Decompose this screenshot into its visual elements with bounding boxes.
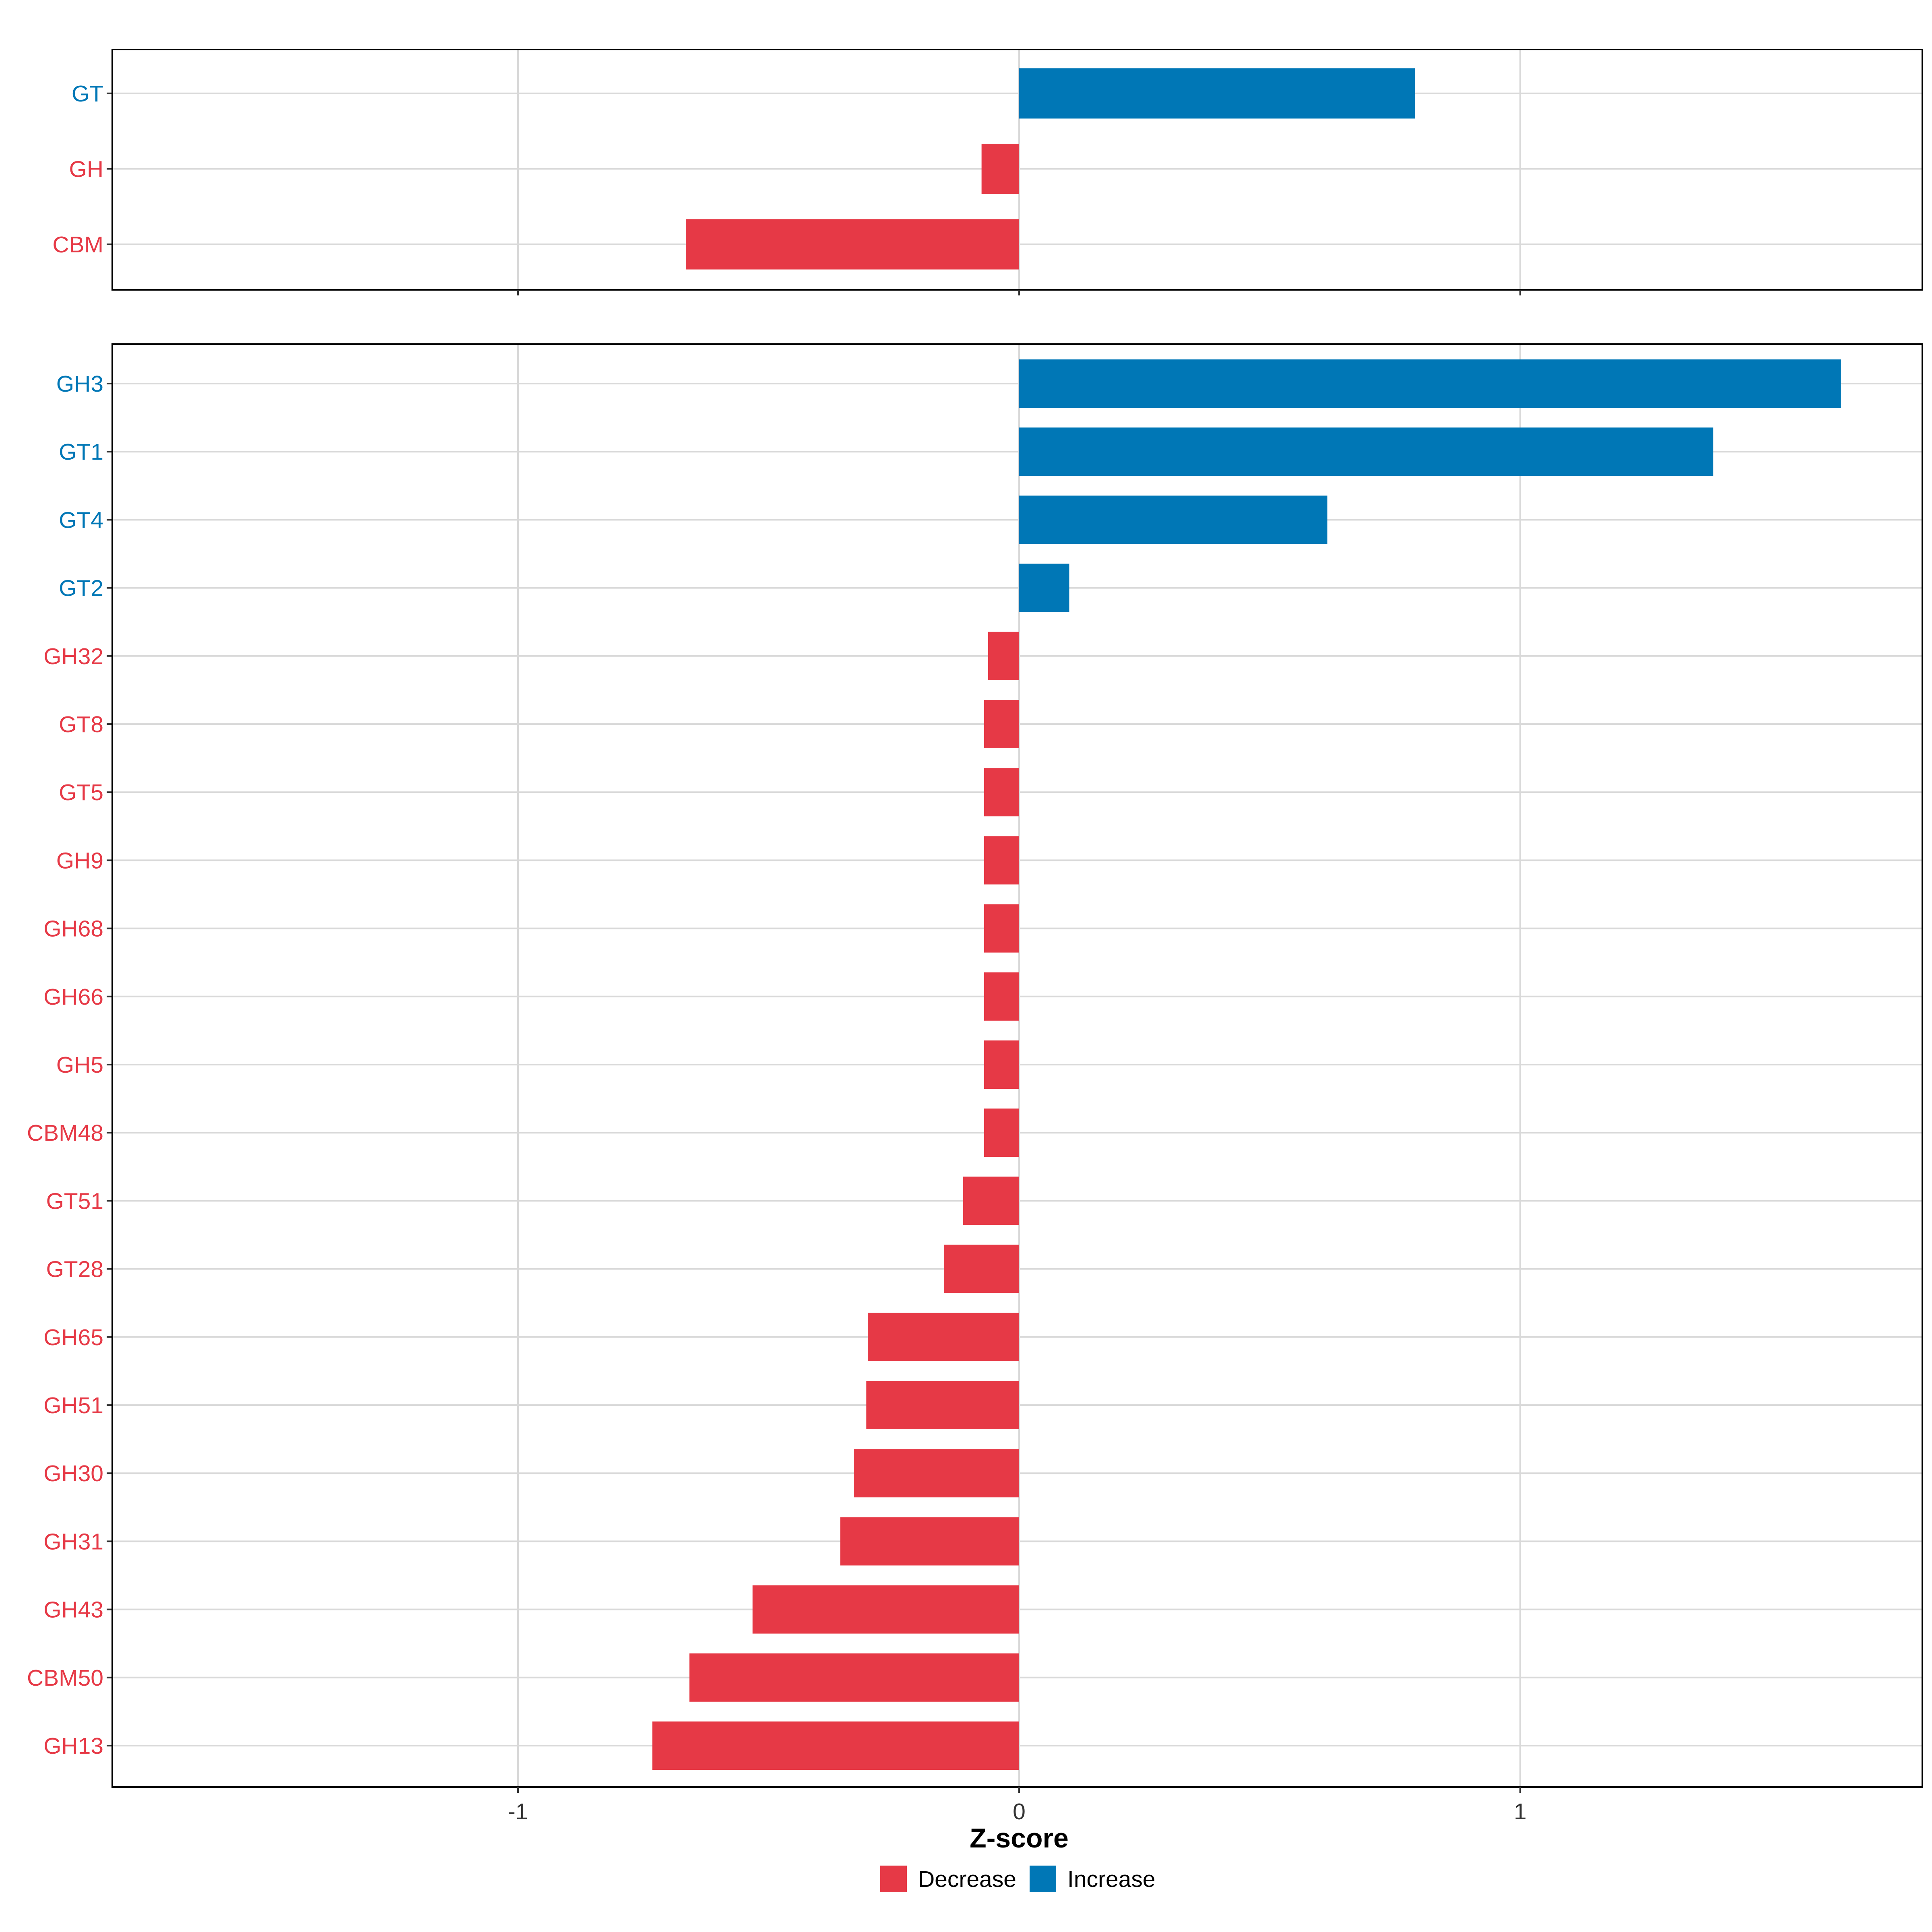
top-ylabel-GH: GH bbox=[69, 157, 104, 182]
bottom-ylabel-GT1: GT1 bbox=[59, 439, 103, 465]
bottom-ylabel-GT4: GT4 bbox=[59, 507, 103, 533]
bottom-ylabel-GT51: GT51 bbox=[46, 1188, 103, 1214]
bottom-bar-GT4 bbox=[1019, 495, 1327, 544]
bottom-ylabel-GH3: GH3 bbox=[56, 371, 103, 397]
bottom-bar-CBM50 bbox=[689, 1653, 1019, 1702]
bottom-bar-GH31 bbox=[840, 1517, 1019, 1566]
bottom-ylabel-GH30: GH30 bbox=[43, 1461, 103, 1486]
bottom-bar-GT8 bbox=[984, 700, 1019, 748]
bottom-bar-GT28 bbox=[944, 1245, 1019, 1293]
top-bar-CBM bbox=[686, 219, 1019, 270]
bottom-ylabel-GH68: GH68 bbox=[43, 916, 103, 942]
bottom-bar-GH30 bbox=[854, 1449, 1019, 1498]
top-border bbox=[111, 49, 1923, 291]
bottom-ylabel-GH51: GH51 bbox=[43, 1393, 103, 1418]
x-axis: -1 0 1 bbox=[508, 1799, 1527, 1825]
legend-label-increase: Increase bbox=[1067, 1866, 1156, 1892]
legend-key-decrease bbox=[880, 1866, 907, 1892]
bottom-ylabel-GT8: GT8 bbox=[59, 712, 103, 737]
bottom-bar-GH68 bbox=[984, 904, 1019, 953]
legend-key-increase bbox=[1030, 1866, 1056, 1892]
bottom-ylabel-CBM50: CBM50 bbox=[27, 1665, 103, 1691]
bottom-bar-GT51 bbox=[963, 1177, 1019, 1225]
bottom-bar-GH32 bbox=[988, 632, 1019, 680]
bottom-bar-GH65 bbox=[868, 1313, 1019, 1361]
bottom-panel: GH3 GT1 GT4 GT2 GH32 GT8 GT5 GH9 GH68 GH66 GH5 CBM4… bbox=[27, 343, 1923, 1793]
top-panel: GT GH CBM bbox=[52, 49, 1923, 295]
x-axis-title: Z-score bbox=[970, 1823, 1069, 1854]
legend-label-decrease: Decrease bbox=[918, 1866, 1016, 1892]
bottom-bar-GH43 bbox=[752, 1585, 1019, 1634]
top-bar-GT bbox=[1019, 68, 1415, 119]
bottom-ylabel-GH66: GH66 bbox=[43, 984, 103, 1010]
top-ylabel-CBM: CBM bbox=[52, 232, 103, 258]
bottom-bar-GT1 bbox=[1019, 427, 1713, 476]
bottom-bar-GT5 bbox=[984, 768, 1019, 817]
bottom-ylabel-GH32: GH32 bbox=[43, 644, 103, 669]
x-tick-label-1: 0 bbox=[1013, 1799, 1026, 1825]
top-ylabel-GT: GT bbox=[72, 81, 103, 107]
bottom-ylabel-GT28: GT28 bbox=[46, 1257, 103, 1282]
bottom-bar-CBM48 bbox=[984, 1108, 1019, 1157]
bottom-bar-GH3 bbox=[1019, 359, 1841, 408]
bottom-bar-GH66 bbox=[984, 972, 1019, 1021]
bottom-ylabel-GT2: GT2 bbox=[59, 576, 103, 601]
bottom-ylabel-GH5: GH5 bbox=[56, 1052, 103, 1078]
bottom-ylabel-GH9: GH9 bbox=[56, 848, 103, 873]
bottom-ylabel-GH31: GH31 bbox=[43, 1529, 103, 1554]
bottom-border bbox=[111, 343, 1923, 1788]
bottom-bar-GH5 bbox=[984, 1040, 1019, 1089]
bottom-bar-GH51 bbox=[866, 1381, 1019, 1429]
legend: Decrease Increase bbox=[880, 1866, 1156, 1892]
bottom-bar-GT2 bbox=[1019, 564, 1069, 612]
bottom-ylabel-CBM48: CBM48 bbox=[27, 1120, 103, 1146]
bottom-bar-GH13 bbox=[652, 1721, 1019, 1770]
bottom-ylabel-GT5: GT5 bbox=[59, 780, 103, 805]
bottom-bar-GH9 bbox=[984, 836, 1019, 885]
top-bar-GH bbox=[981, 144, 1019, 194]
x-tick-label-2: 1 bbox=[1514, 1799, 1527, 1825]
bottom-ylabel-GH43: GH43 bbox=[43, 1597, 103, 1623]
bottom-ylabel-GH13: GH13 bbox=[43, 1733, 103, 1759]
bottom-ylabel-GH65: GH65 bbox=[43, 1325, 103, 1350]
x-tick-label-0: -1 bbox=[508, 1799, 528, 1825]
